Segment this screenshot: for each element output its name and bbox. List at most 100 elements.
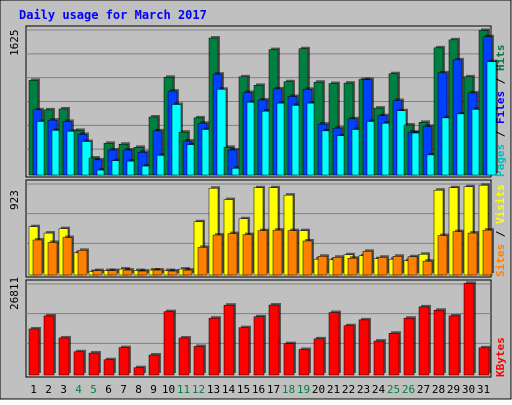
panel-kbytes: 26811 KBytes <box>8 277 507 378</box>
sites-bar-day-25 <box>392 254 404 276</box>
sites-bar-day-10 <box>167 269 179 276</box>
pages-bar-day-13 <box>216 87 228 176</box>
panel-legend: Sites / Visits <box>494 184 507 277</box>
kbytes-bar-day-1 <box>28 326 41 376</box>
x-tick-label: 12 <box>192 383 205 396</box>
kbytes-bar-day-16 <box>253 314 266 376</box>
x-tick-label: 26 <box>402 383 415 396</box>
legend-entry: Visits <box>494 184 507 224</box>
sites-bar-day-2 <box>47 240 59 276</box>
x-tick-label: 23 <box>357 383 370 396</box>
kbytes-bar-day-14 <box>223 303 236 376</box>
sites-bar-day-6 <box>107 268 119 276</box>
x-tick-label: 31 <box>477 383 490 396</box>
kbytes-bar-day-7 <box>118 345 131 376</box>
x-tick-label: 13 <box>207 383 220 396</box>
sites-bar-day-23 <box>362 249 374 276</box>
sites-bar-day-3 <box>62 235 74 276</box>
kbytes-bar-day-30 <box>463 281 476 376</box>
x-tick-label: 10 <box>162 383 175 396</box>
sites-bar-day-9 <box>152 268 164 276</box>
kbytes-bar-day-2 <box>43 313 56 376</box>
panel-visits-sites: 923 Sites / Visits <box>8 179 507 278</box>
x-tick-label: 17 <box>267 383 280 396</box>
sites-bar-day-4 <box>77 248 89 276</box>
y-max-label: 1625 <box>8 30 21 57</box>
kbytes-bar-day-9 <box>148 352 161 376</box>
sites-bar-day-18 <box>287 228 299 276</box>
x-tick-label: 22 <box>342 383 355 396</box>
x-tick-label: 18 <box>282 383 295 396</box>
panel-frame <box>25 279 492 378</box>
x-tick-label: 20 <box>312 383 325 396</box>
x-tick-label: 11 <box>177 383 190 396</box>
sites-bar-day-17 <box>272 228 284 276</box>
kbytes-bar-day-5 <box>88 351 101 376</box>
sites-bar-day-30 <box>467 231 479 276</box>
kbytes-bar-day-13 <box>208 316 221 376</box>
x-tick-label: 8 <box>135 383 142 396</box>
kbytes-bar-day-20 <box>313 336 326 376</box>
kbytes-bar-day-8 <box>133 365 146 376</box>
kbytes-bar-day-18 <box>283 341 296 376</box>
kbytes-bar-day-10 <box>163 309 176 376</box>
x-tick-label: 6 <box>105 383 112 396</box>
x-tick-label: 25 <box>387 383 400 396</box>
x-tick-label: 16 <box>252 383 265 396</box>
kbytes-bar-day-29 <box>448 313 461 376</box>
x-tick-label: 3 <box>60 383 67 396</box>
x-tick-label: 14 <box>222 383 236 396</box>
sites-bar-day-16 <box>257 228 269 276</box>
kbytes-bar-day-6 <box>103 357 116 376</box>
pages-bar-day-31 <box>486 59 498 176</box>
x-tick-label: 2 <box>45 383 52 396</box>
kbytes-bar-day-15 <box>238 325 251 376</box>
x-tick-label: 21 <box>327 383 340 396</box>
x-tick-label: 30 <box>462 383 475 396</box>
kbytes-bar-day-23 <box>358 317 371 376</box>
kbytes-bar-day-12 <box>193 344 206 376</box>
sites-bar-day-24 <box>377 255 389 276</box>
kbytes-bar-day-22 <box>343 323 356 376</box>
x-tick-label: 9 <box>150 383 157 396</box>
kbytes-bar-day-4 <box>73 349 86 376</box>
x-tick-label: 27 <box>417 383 430 396</box>
x-tick-label: 7 <box>120 383 127 396</box>
x-tick-label: 24 <box>372 383 386 396</box>
y-max-label: 26811 <box>8 277 21 310</box>
legend-entry: KBytes <box>494 337 507 377</box>
sites-bar-day-31 <box>482 228 494 276</box>
kbytes-bar-day-19 <box>298 347 311 376</box>
kbytes-bar-day-28 <box>433 308 446 376</box>
x-tick-label: 15 <box>237 383 250 396</box>
kbytes-bar-day-21 <box>328 310 341 376</box>
sites-bar-day-27 <box>422 259 434 276</box>
x-tick-label: 4 <box>75 383 82 396</box>
sites-bar-day-1 <box>32 238 44 276</box>
sites-bar-day-8 <box>137 269 149 276</box>
x-tick-label: 1 <box>30 383 37 396</box>
sites-bar-day-22 <box>347 256 359 276</box>
kbytes-bar-day-3 <box>58 335 71 376</box>
kbytes-bar-day-31 <box>478 345 491 376</box>
x-tick-label: 5 <box>90 383 97 396</box>
x-axis-day-labels: 1 2 3 4 5 6 7 8 9 10 11 12 13 14 15 16 17 18 19 20 21 22 23 24 2… <box>30 383 490 396</box>
sites-bar-day-12 <box>197 245 209 276</box>
sites-bar-day-5 <box>92 268 104 276</box>
x-tick-label: 29 <box>447 383 460 396</box>
sites-bar-day-15 <box>242 232 254 276</box>
sites-bar-day-13 <box>212 233 224 276</box>
chart-title: Daily usage for March 2017 <box>19 8 207 22</box>
sites-bar-day-21 <box>332 255 344 276</box>
kbytes-bar-day-25 <box>388 331 401 376</box>
kbytes-bar-day-11 <box>178 335 191 376</box>
sites-bar-day-28 <box>437 233 449 276</box>
sites-bar-day-20 <box>317 254 329 276</box>
x-tick-label: 28 <box>432 383 445 396</box>
kbytes-bar-day-17 <box>268 303 281 376</box>
y-max-label: 923 <box>8 190 21 210</box>
kbytes-bar-day-27 <box>418 304 431 376</box>
